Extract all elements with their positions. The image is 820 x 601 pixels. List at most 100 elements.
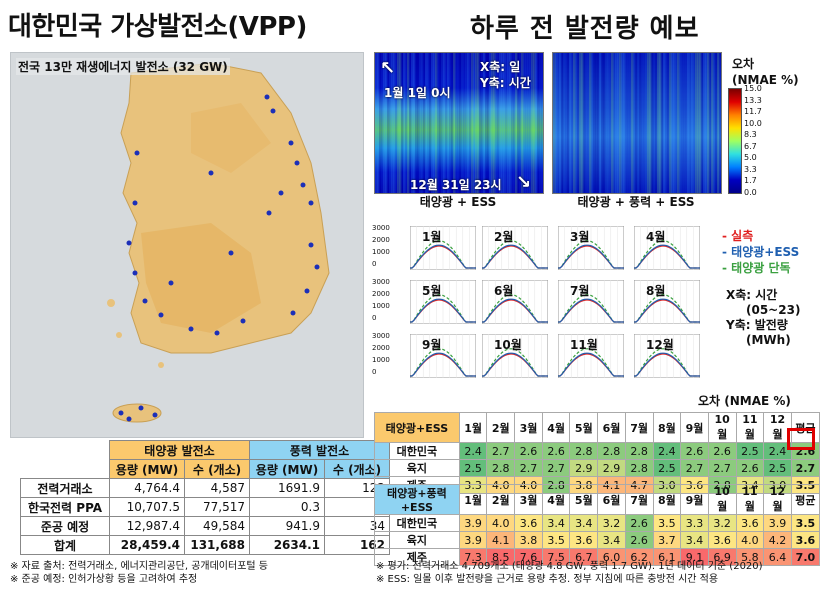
colorbar-unit: (NMAE %): [732, 73, 799, 87]
table-cell: 3.9: [458, 514, 488, 532]
column-header: 2월: [486, 412, 516, 443]
table-cell: 49,584: [184, 516, 250, 536]
colorbar-tick: 11.7: [744, 107, 762, 117]
month-label: 4월: [646, 230, 666, 244]
column-header: 4월: [541, 412, 571, 443]
table-cell: 3.9: [458, 531, 488, 549]
table-cell: 3.6: [707, 531, 737, 549]
footnote: ※ 평가: 전력거래소 4,709개소 (태양광 4.8 GW, 풍력 1.7 …: [376, 561, 763, 572]
highlight-box: [787, 428, 815, 450]
month-label: 11월: [570, 338, 598, 352]
x-axis-note: X축: 일: [480, 60, 521, 74]
month-label: 10월: [494, 338, 522, 352]
month-label: 1월: [422, 230, 442, 244]
month-label: 7월: [570, 284, 590, 298]
wind-group-header: 풍력 발전소: [249, 440, 390, 460]
month-chart: 1월: [409, 225, 477, 271]
column-header: 5월: [569, 484, 599, 515]
table-cell: 2.8: [624, 442, 654, 460]
y-tick-label: 0: [372, 314, 377, 322]
colorbar-tick: 15.0: [744, 84, 762, 93]
table-cell: 3.4: [680, 531, 709, 549]
row-header: 대한민국: [374, 514, 460, 532]
table-cell: 941.9: [249, 516, 325, 536]
colorbar: [728, 88, 742, 194]
month-chart: 2월: [481, 225, 549, 271]
month-chart: 7월: [557, 279, 625, 325]
table-cell: 3.5: [541, 531, 571, 549]
row-header: 육지: [374, 459, 460, 477]
heatmap-end-note: 12월 31일 23시: [410, 178, 502, 192]
table-cell: 131,688: [184, 535, 250, 555]
table-cell: 2634.1: [249, 535, 325, 555]
table-cell: 10,707.5: [109, 497, 185, 517]
colorbar-title: 오차 (NMAE %): [732, 56, 799, 88]
month-chart: 8월: [633, 279, 701, 325]
column-header: 3월: [514, 484, 543, 515]
column-header: 6월: [597, 412, 626, 443]
month-label: 6월: [494, 284, 514, 298]
month-chart: 5월: [409, 279, 477, 325]
y-tick-label: 1000: [372, 302, 390, 310]
table-cell: 28,459.4: [109, 535, 185, 555]
table-cell: 4.0: [735, 531, 765, 549]
table-row: 준공 예정 12,987.4 49,584 941.9 34: [20, 516, 390, 536]
map-caption: 전국 13만 재생에너지 발전소 (32 GW): [16, 58, 230, 75]
y-tick-label: 3000: [372, 278, 390, 286]
y-tick-label: 0: [372, 368, 377, 376]
table-cell: 2.7: [541, 459, 571, 477]
table-cell: 3.2: [597, 514, 626, 532]
table-cell: 3.5: [652, 514, 682, 532]
table-cell: 2.7: [707, 459, 737, 477]
table-cell: 2.5: [458, 459, 488, 477]
column-header: 7월: [624, 484, 654, 515]
heatmap1-label: 태양광 + ESS: [419, 195, 497, 209]
colorbar-tick: 6.7: [744, 141, 757, 151]
y-tick-label: 2000: [372, 236, 390, 244]
table-cell: 4.1: [486, 531, 516, 549]
table-cell: 3.4: [541, 514, 571, 532]
table-cell: 7.6: [514, 548, 543, 566]
column-header: 7월: [624, 412, 654, 443]
table-cell: 2.9: [597, 459, 626, 477]
table-cell: 2.4: [763, 442, 792, 460]
table-cell: 3.6: [790, 531, 820, 549]
table-cell: 2.6: [735, 459, 765, 477]
table-row: 합계 28,459.4 131,688 2634.1 162: [20, 535, 390, 555]
heatmap2-label: 태양광 + 풍력 + ESS: [577, 195, 695, 209]
table-cell: 77,517: [184, 497, 250, 517]
column-header: 9월: [680, 484, 709, 515]
colorbar-tick: 0.0: [744, 188, 757, 197]
month-chart: 4월: [633, 225, 701, 271]
table-cell: 2.8: [597, 442, 626, 460]
empty-corner: [21, 441, 110, 460]
column-header: 1월: [458, 412, 488, 443]
table-cell: 2.7: [790, 459, 820, 477]
column-header: 10월: [707, 484, 737, 515]
y-tick-label: 1000: [372, 356, 390, 364]
table-row: 대한민국 2.4 2.7 2.6 2.6 2.8 2.8 2.8 2.4 2.6 2.6 2.5 2.4…: [374, 442, 820, 460]
column-header: 8월: [652, 484, 682, 515]
chart-y-unit: (MWh): [746, 333, 791, 347]
table-cell: 3.4: [597, 531, 626, 549]
column-header: 4월: [541, 484, 571, 515]
column-header: 6월: [597, 484, 626, 515]
column-header: 3월: [514, 412, 543, 443]
column-header: 9월: [680, 412, 709, 443]
table-cell: 2.6: [541, 442, 571, 460]
chart-x-range: (05~23): [746, 303, 801, 317]
row-header: 준공 예정: [20, 516, 110, 536]
table-cell: 6.9: [707, 548, 737, 566]
month-chart: 11월: [557, 333, 625, 379]
column-header: 10월: [707, 412, 737, 443]
month-label: 3월: [570, 230, 590, 244]
column-header: 8월: [652, 412, 682, 443]
colorbar-tick: 8.3: [744, 130, 757, 140]
chart-y-axis: Y축: 발전량: [726, 318, 788, 332]
table-row: 제주 7.3 8.5 7.6 7.5 6.7 6.0 6.2 6.1 9.1 6.9 5.8 6.4 7.…: [374, 548, 820, 566]
month-label: 9월: [422, 338, 442, 352]
column-header: 평균: [790, 484, 820, 515]
table-cell: 3.6: [514, 514, 543, 532]
month-label: 2월: [494, 230, 514, 244]
